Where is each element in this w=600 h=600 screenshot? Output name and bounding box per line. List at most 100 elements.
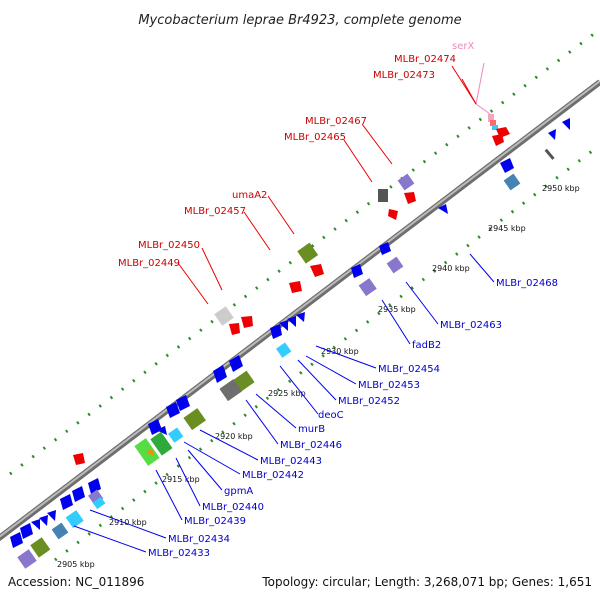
gene-mlbr-02434[interactable] [65, 510, 84, 529]
kbp-tick-2945: 2945 kbp [488, 224, 526, 233]
gene-blue-arrow[interactable] [39, 515, 48, 526]
gene-mlbr-02433[interactable] [51, 522, 69, 540]
gene-mlbr-02467[interactable] [397, 173, 415, 191]
kbp-tick-2930: 2930 kbp [321, 347, 359, 356]
kbp-tick-2910: 2910 kbp [109, 518, 147, 527]
gene-umaa2[interactable] [297, 242, 319, 264]
gene-blue-arrow[interactable] [270, 324, 282, 339]
leader-line [245, 399, 279, 445]
gene-blue-arrow[interactable] [296, 312, 305, 322]
label-mlbr-02468: MLBr_02468 [496, 278, 558, 289]
gene-red-arrow[interactable] [388, 209, 398, 220]
label-mlbr-02440: MLBr_02440 [202, 502, 264, 513]
gene-green-block[interactable] [30, 537, 51, 558]
gene-fadb2[interactable] [358, 278, 377, 297]
forward-leader-lines [177, 62, 491, 305]
topology-label: Topology: circular; Length: 3,268,071 bp… [261, 575, 592, 589]
gene-mlbr-02474[interactable] [490, 120, 496, 126]
gene-serx[interactable] [488, 114, 494, 122]
gene-blue-arrow[interactable] [72, 486, 85, 502]
gene-blue-arrow[interactable] [351, 264, 363, 278]
gene-blue-arrow[interactable] [47, 510, 56, 521]
gene-blue-arrow[interactable] [10, 532, 23, 548]
label-mlbr-02467: MLBr_02467 [305, 116, 367, 127]
gene-mlbr-02439[interactable] [92, 496, 106, 510]
kbp-tick-2950: 2950 kbp [542, 184, 580, 193]
label-mlbr-02446: MLBr_02446 [280, 440, 342, 451]
gene-blue-arrow[interactable] [166, 402, 180, 418]
gene-red-arrow[interactable] [404, 192, 416, 204]
gene-red-arrow[interactable] [310, 264, 324, 277]
accession-label: Accession: NC_011896 [8, 575, 144, 589]
label-mlbr-02474: MLBr_02474 [394, 54, 456, 65]
leader-line [343, 139, 373, 183]
gene-mlbr-02443[interactable] [168, 427, 184, 443]
kbp-tick-2925: 2925 kbp [268, 389, 306, 398]
leader-line [89, 509, 167, 539]
gene-red-arrow[interactable] [492, 134, 504, 146]
kbp-tick-2935: 2935 kbp [378, 305, 416, 314]
gene-blue-arrow[interactable] [31, 519, 40, 530]
gene-blue-arrow[interactable] [60, 494, 73, 510]
gene-blue-arrow[interactable] [229, 355, 243, 372]
genome-backbone-highlight [0, 80, 600, 538]
gene-red-arrow[interactable] [241, 316, 253, 328]
leader-line [201, 247, 223, 291]
label-serx: serX [452, 41, 474, 52]
gene-purple-block[interactable] [17, 549, 37, 569]
leader-line [267, 195, 295, 235]
gene-blue-arrow[interactable] [279, 320, 288, 331]
gene-blue-arrow[interactable] [548, 129, 556, 140]
gene-mlbr-02465[interactable] [378, 189, 388, 202]
label-mlbr-02453: MLBr_02453 [358, 380, 420, 391]
label-murb: murB [298, 424, 325, 435]
gene-mlbr-02450[interactable] [214, 306, 234, 326]
gene-red-arrow[interactable] [289, 281, 302, 293]
gene-murb[interactable] [219, 379, 242, 402]
gene-blue-arrow[interactable] [176, 395, 190, 411]
leader-line [381, 299, 411, 345]
label-mlbr-02439: MLBr_02439 [184, 516, 246, 527]
reverse-genes [10, 118, 570, 569]
leader-line [183, 441, 241, 475]
leader-line [155, 469, 183, 521]
gene-blue-arrow[interactable] [20, 523, 33, 539]
gene-blue-arrow[interactable] [213, 365, 227, 383]
leader-line [297, 359, 337, 401]
label-mlbr-02473: MLBr_02473 [373, 70, 435, 81]
gene-blue-arrow[interactable] [562, 118, 570, 130]
gene-blue-arrow[interactable] [88, 478, 101, 494]
label-mlbr-02463: MLBr_02463 [440, 320, 502, 331]
gene-gray-bar[interactable] [544, 148, 555, 160]
gene-mlbr-02446[interactable] [183, 408, 206, 431]
gene-red-arrow[interactable] [73, 453, 85, 465]
reverse-leader-lines [73, 253, 495, 553]
gene-deoc[interactable] [233, 370, 255, 392]
leader-line [315, 345, 377, 369]
forward-genes [73, 114, 510, 465]
leader-line [405, 281, 439, 325]
gene-blue-arrow[interactable] [438, 204, 448, 214]
gene-mlbr-02442[interactable] [150, 431, 173, 456]
gene-blue-arrow[interactable] [156, 426, 167, 435]
kbp-tick-2915: 2915 kbp [162, 475, 200, 484]
label-mlbr-02442: MLBr_02442 [242, 470, 304, 481]
gene-blue-arrow[interactable] [379, 242, 391, 255]
gene-red-arrow[interactable] [229, 323, 240, 335]
kbp-tick-2920: 2920 kbp [215, 432, 253, 441]
leader-line [243, 211, 271, 251]
gene-orange-marker[interactable] [146, 449, 154, 456]
label-mlbr-02443: MLBr_02443 [260, 456, 322, 467]
leader-line [177, 262, 209, 305]
gene-mlbr-02463[interactable] [386, 256, 404, 274]
kbp-tick-2940: 2940 kbp [432, 264, 470, 273]
gene-blue-arrow[interactable] [287, 316, 296, 327]
gene-blue-arrow[interactable] [500, 158, 514, 173]
gene-mlbr-02454[interactable] [276, 342, 292, 358]
label-fadb2: fadB2 [412, 340, 441, 351]
label-mlbr-02450: MLBr_02450 [138, 240, 200, 251]
gene-mlbr-02468[interactable] [503, 173, 521, 191]
leader-line [475, 62, 491, 115]
gene-mlbr-02473[interactable] [492, 125, 498, 130]
